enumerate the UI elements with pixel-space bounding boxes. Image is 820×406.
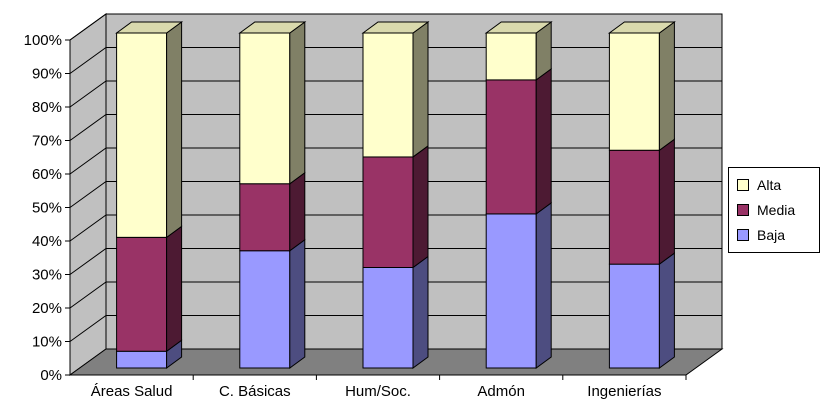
bar-baja-4-side xyxy=(535,201,552,369)
bar-baja-5-side xyxy=(658,252,675,369)
bar-alta-4-top xyxy=(484,21,553,34)
y-tick-label: 50% xyxy=(32,200,62,217)
bar-media-4-side xyxy=(535,67,552,215)
bar-baja-2-side xyxy=(289,238,306,369)
y-tick-label: 0% xyxy=(40,367,62,384)
x-tick-label: Áreas Salud xyxy=(91,383,173,400)
y-tick-label: 90% xyxy=(32,66,62,83)
bar-media-2 xyxy=(239,183,291,252)
bar-baja-1 xyxy=(116,350,168,369)
bar-media-1 xyxy=(116,236,168,352)
x-tick-label: C. Básicas xyxy=(219,383,291,400)
y-tick-label: 40% xyxy=(32,233,62,250)
bar-alta-5 xyxy=(608,32,660,151)
bar-baja-5 xyxy=(608,263,660,369)
bar-media-1-side xyxy=(166,225,183,353)
bar-alta-1-top xyxy=(115,21,184,34)
legend-label-baja: Baja xyxy=(757,227,786,243)
y-tick-label: 80% xyxy=(32,99,62,116)
bar-alta-3 xyxy=(362,32,414,158)
bar-alta-1 xyxy=(116,32,168,238)
x-tick-label: Hum/Soc. xyxy=(345,383,411,400)
bar-alta-5-side xyxy=(658,21,675,152)
bar-alta-2 xyxy=(239,32,291,185)
bar-media-3 xyxy=(362,156,414,268)
bar-alta-2-side xyxy=(289,21,306,185)
gridline xyxy=(69,13,722,41)
bar-baja-4 xyxy=(485,213,537,369)
y-tick-label: 20% xyxy=(32,300,62,317)
bar-alta-3-side xyxy=(412,21,429,158)
bar-alta-1-side xyxy=(166,21,183,239)
legend-label-media: Media xyxy=(757,202,796,218)
x-tick-label: Admón xyxy=(477,383,525,400)
legend-item-alta: Alta xyxy=(737,175,781,195)
legend-swatch-baja xyxy=(737,229,749,241)
bar-baja-3-side xyxy=(412,255,429,369)
bar-alta-4 xyxy=(485,32,537,81)
bar-baja-3 xyxy=(362,267,414,369)
y-tick-label: 100% xyxy=(24,32,62,49)
bar-alta-3-top xyxy=(361,21,430,34)
legend-swatch-alta xyxy=(737,179,749,191)
bar-alta-2-top xyxy=(238,21,307,34)
legend: Alta Media Baja xyxy=(728,167,820,253)
x-tick-label: Ingenierías xyxy=(587,383,661,400)
y-tick-label: 70% xyxy=(32,133,62,150)
legend-item-media: Media xyxy=(737,200,795,220)
bar-media-4 xyxy=(485,79,537,215)
bar-media-3-side xyxy=(412,144,429,269)
bar-alta-5-top xyxy=(607,21,676,34)
y-tick-label: 10% xyxy=(32,334,62,351)
y-tick-label: 60% xyxy=(32,166,62,183)
bar-media-2-side xyxy=(289,171,306,252)
bar-baja-2 xyxy=(239,250,291,369)
legend-swatch-media xyxy=(737,204,749,216)
bar-media-5-side xyxy=(658,138,675,266)
y-tick-label: 30% xyxy=(32,267,62,284)
bar-media-5 xyxy=(608,149,660,265)
legend-item-baja: Baja xyxy=(737,225,785,245)
legend-label-alta: Alta xyxy=(757,177,782,193)
